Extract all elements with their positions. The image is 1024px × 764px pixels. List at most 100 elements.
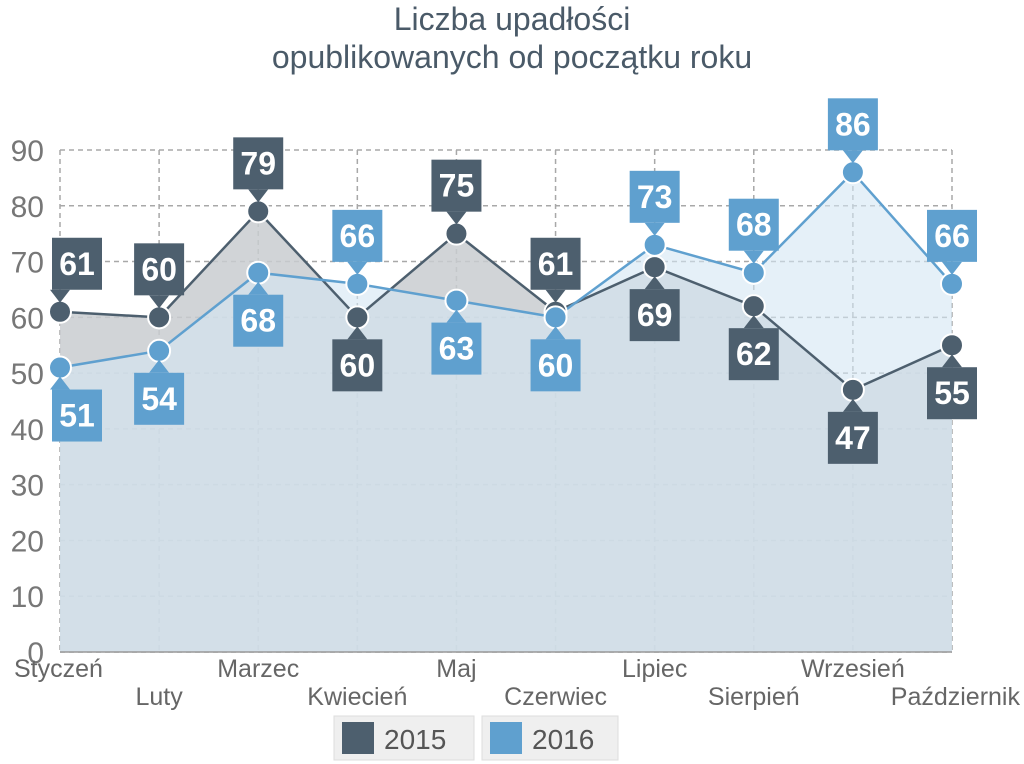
- data-label-2016: 51: [50, 376, 102, 442]
- data-label-pointer: [149, 295, 170, 309]
- data-label-pointer: [50, 376, 70, 390]
- y-tick-label: 20: [11, 525, 44, 558]
- data-label-value: 63: [439, 331, 475, 367]
- data-label-value: 60: [141, 251, 177, 287]
- data-label-value: 61: [59, 246, 95, 282]
- chart-title-line-1: Liczba upadłości: [394, 1, 631, 37]
- data-label-box: [530, 339, 581, 392]
- y-tick-label: 90: [11, 135, 44, 168]
- data-label-value: 66: [340, 218, 376, 254]
- legend-label: 2015: [384, 724, 446, 755]
- point-2015: [940, 333, 964, 358]
- point-2015: [147, 305, 172, 330]
- data-label-pointer: [942, 261, 962, 275]
- data-label-pointer: [545, 289, 566, 303]
- x-axis: Styczeń Luty Marzec Kwiecień Maj Czerwiec Lipi…: [14, 651, 1021, 711]
- series-areas: [60, 172, 952, 653]
- data-label-2015: 75: [431, 159, 482, 225]
- data-label-box: [827, 411, 878, 464]
- point-2015: [246, 199, 271, 224]
- data-label-2015: 69: [629, 276, 680, 342]
- data-label-pointer: [842, 398, 863, 412]
- data-label-2015: 61: [50, 237, 102, 303]
- point-2016: [345, 271, 370, 296]
- data-label-2015: 55: [927, 354, 977, 420]
- data-label-2016: 63: [431, 309, 482, 375]
- series-points: [48, 160, 964, 402]
- x-tick-label: Styczeń: [14, 655, 103, 683]
- data-label-value: 51: [59, 398, 95, 434]
- data-label-pointer: [644, 276, 665, 290]
- legend-item-2016: 2016: [481, 715, 619, 761]
- data-label-pointer: [743, 250, 764, 264]
- data-label-2016: 86: [827, 98, 878, 164]
- data-label-value: 75: [439, 168, 475, 204]
- data-label-pointer: [149, 359, 170, 373]
- data-label-box: [134, 243, 185, 296]
- data-label-value: 60: [538, 347, 574, 383]
- data-label-2015: 60: [134, 243, 185, 309]
- data-label-pointer: [347, 261, 368, 275]
- data-label-box: [233, 137, 284, 190]
- data-label-box: [431, 322, 482, 375]
- point-2016: [246, 260, 271, 285]
- data-label-value: 68: [736, 207, 772, 243]
- point-2016: [840, 160, 865, 185]
- data-label-2015: 62: [728, 315, 779, 381]
- y-tick-label: 70: [11, 247, 44, 280]
- data-label-value: 79: [240, 145, 276, 181]
- point-2015: [48, 299, 72, 324]
- point-2016: [147, 338, 172, 363]
- x-tick-label: Wrzesień: [801, 655, 905, 683]
- x-tick-label: Lipiec: [622, 655, 687, 683]
- data-label-box: [134, 372, 185, 425]
- data-label-box: [629, 289, 680, 342]
- point-2015: [741, 294, 766, 319]
- data-label-box: [629, 170, 680, 223]
- y-tick-label: 10: [11, 581, 44, 614]
- data-label-pointer: [50, 289, 70, 303]
- point-2016: [543, 305, 568, 330]
- point-2015: [840, 377, 865, 402]
- data-label-2016: 66: [927, 209, 977, 275]
- data-label-pointer: [743, 315, 764, 329]
- data-label-box: [332, 209, 383, 262]
- data-label-value: 61: [538, 246, 574, 282]
- x-tick-label: Luty: [135, 683, 183, 711]
- x-tick-label: Marzec: [217, 655, 299, 683]
- point-2016: [741, 260, 766, 285]
- x-tick-label: Maj: [436, 655, 476, 683]
- data-label-box: [728, 198, 779, 251]
- point-2016: [48, 355, 72, 380]
- data-label-value: 60: [340, 347, 376, 383]
- data-label-pointer: [942, 354, 962, 368]
- point-2015: [444, 221, 469, 246]
- y-tick-label: 80: [11, 191, 44, 224]
- data-label-value: 69: [637, 297, 673, 333]
- data-label-2016: 73: [629, 170, 680, 236]
- data-label-pointer: [446, 309, 467, 323]
- data-label-pointer: [644, 222, 665, 236]
- data-label-value: 68: [240, 303, 276, 339]
- data-label-pointer: [248, 189, 269, 203]
- y-axis: 0 10 20 30 40 50 60 70 80 90: [11, 135, 44, 670]
- data-label-2015: 47: [827, 398, 878, 464]
- data-label-2016: 60: [530, 326, 581, 392]
- data-label-pointer: [248, 281, 269, 295]
- data-label-pointer: [347, 326, 368, 340]
- data-label-2015: 60: [332, 326, 383, 392]
- x-tick-label: Czerwiec: [504, 683, 607, 711]
- x-tick-label: Październik: [891, 683, 1021, 711]
- data-label-2015: 79: [233, 137, 284, 203]
- data-label-box: [927, 209, 977, 262]
- data-label-2016: 66: [332, 209, 383, 275]
- legend-item-2015: 2015: [333, 715, 475, 761]
- legend-swatch: [490, 722, 522, 754]
- series-lines: [59, 170, 953, 392]
- data-label-box: [332, 339, 383, 392]
- y-tick-label: 50: [11, 358, 44, 391]
- point-2016: [444, 288, 469, 313]
- data-label-box: [52, 389, 102, 442]
- point-2016: [642, 232, 667, 257]
